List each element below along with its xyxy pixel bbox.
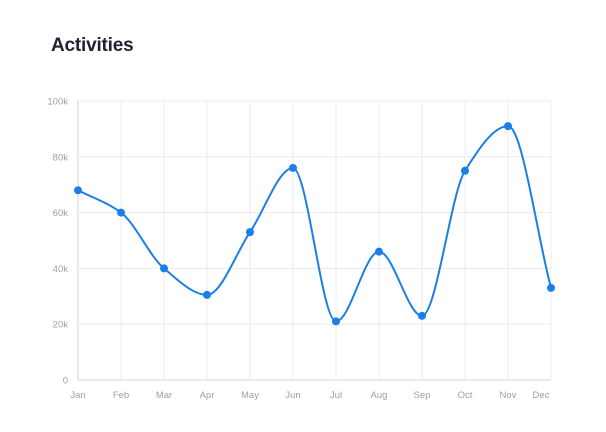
data-point[interactable] — [117, 208, 125, 217]
data-point[interactable] — [547, 283, 555, 292]
x-tick-label: Apr — [200, 390, 215, 401]
x-tick-label: Jun — [285, 390, 300, 401]
data-point[interactable] — [246, 228, 254, 237]
x-axis-tick-labels: Jan Feb Mar Apr May Jun Jul Aug Sep Oct Nov Dec — [70, 390, 549, 401]
y-tick-label: 80k — [53, 152, 69, 163]
series-layer — [74, 122, 555, 326]
y-tick-label: 0 — [63, 376, 68, 387]
y-tick-label: 100k — [47, 97, 68, 108]
y-tick-label: 40k — [53, 264, 69, 275]
axes — [77, 101, 551, 381]
data-point[interactable] — [332, 317, 340, 326]
x-tick-label: Oct — [458, 390, 473, 401]
y-tick-label: 20k — [53, 320, 69, 331]
data-point[interactable] — [203, 290, 211, 299]
grid-lines — [78, 100, 552, 380]
chart-title: Activities — [51, 35, 134, 56]
x-tick-label: Aug — [371, 390, 388, 401]
data-point[interactable] — [375, 247, 383, 256]
series-line — [77, 125, 552, 323]
x-tick-label: Sep — [414, 390, 431, 401]
x-tick-label: Dec — [533, 390, 550, 401]
data-point[interactable] — [160, 264, 168, 273]
data-point[interactable] — [418, 311, 426, 320]
data-point[interactable] — [74, 186, 82, 195]
x-tick-label: May — [241, 390, 259, 401]
data-point[interactable] — [289, 163, 297, 172]
data-point[interactable] — [504, 122, 512, 131]
x-tick-label: Jan — [70, 390, 85, 401]
data-point[interactable] — [461, 166, 469, 175]
y-axis-tick-labels: 0 20k 40k 60k 80k 100k — [47, 97, 68, 387]
x-tick-label: Mar — [156, 390, 172, 401]
x-tick-label: Nov — [500, 390, 517, 401]
x-tick-label: Feb — [113, 390, 129, 401]
x-tick-label: Jul — [330, 390, 342, 401]
y-tick-label: 60k — [53, 208, 69, 219]
